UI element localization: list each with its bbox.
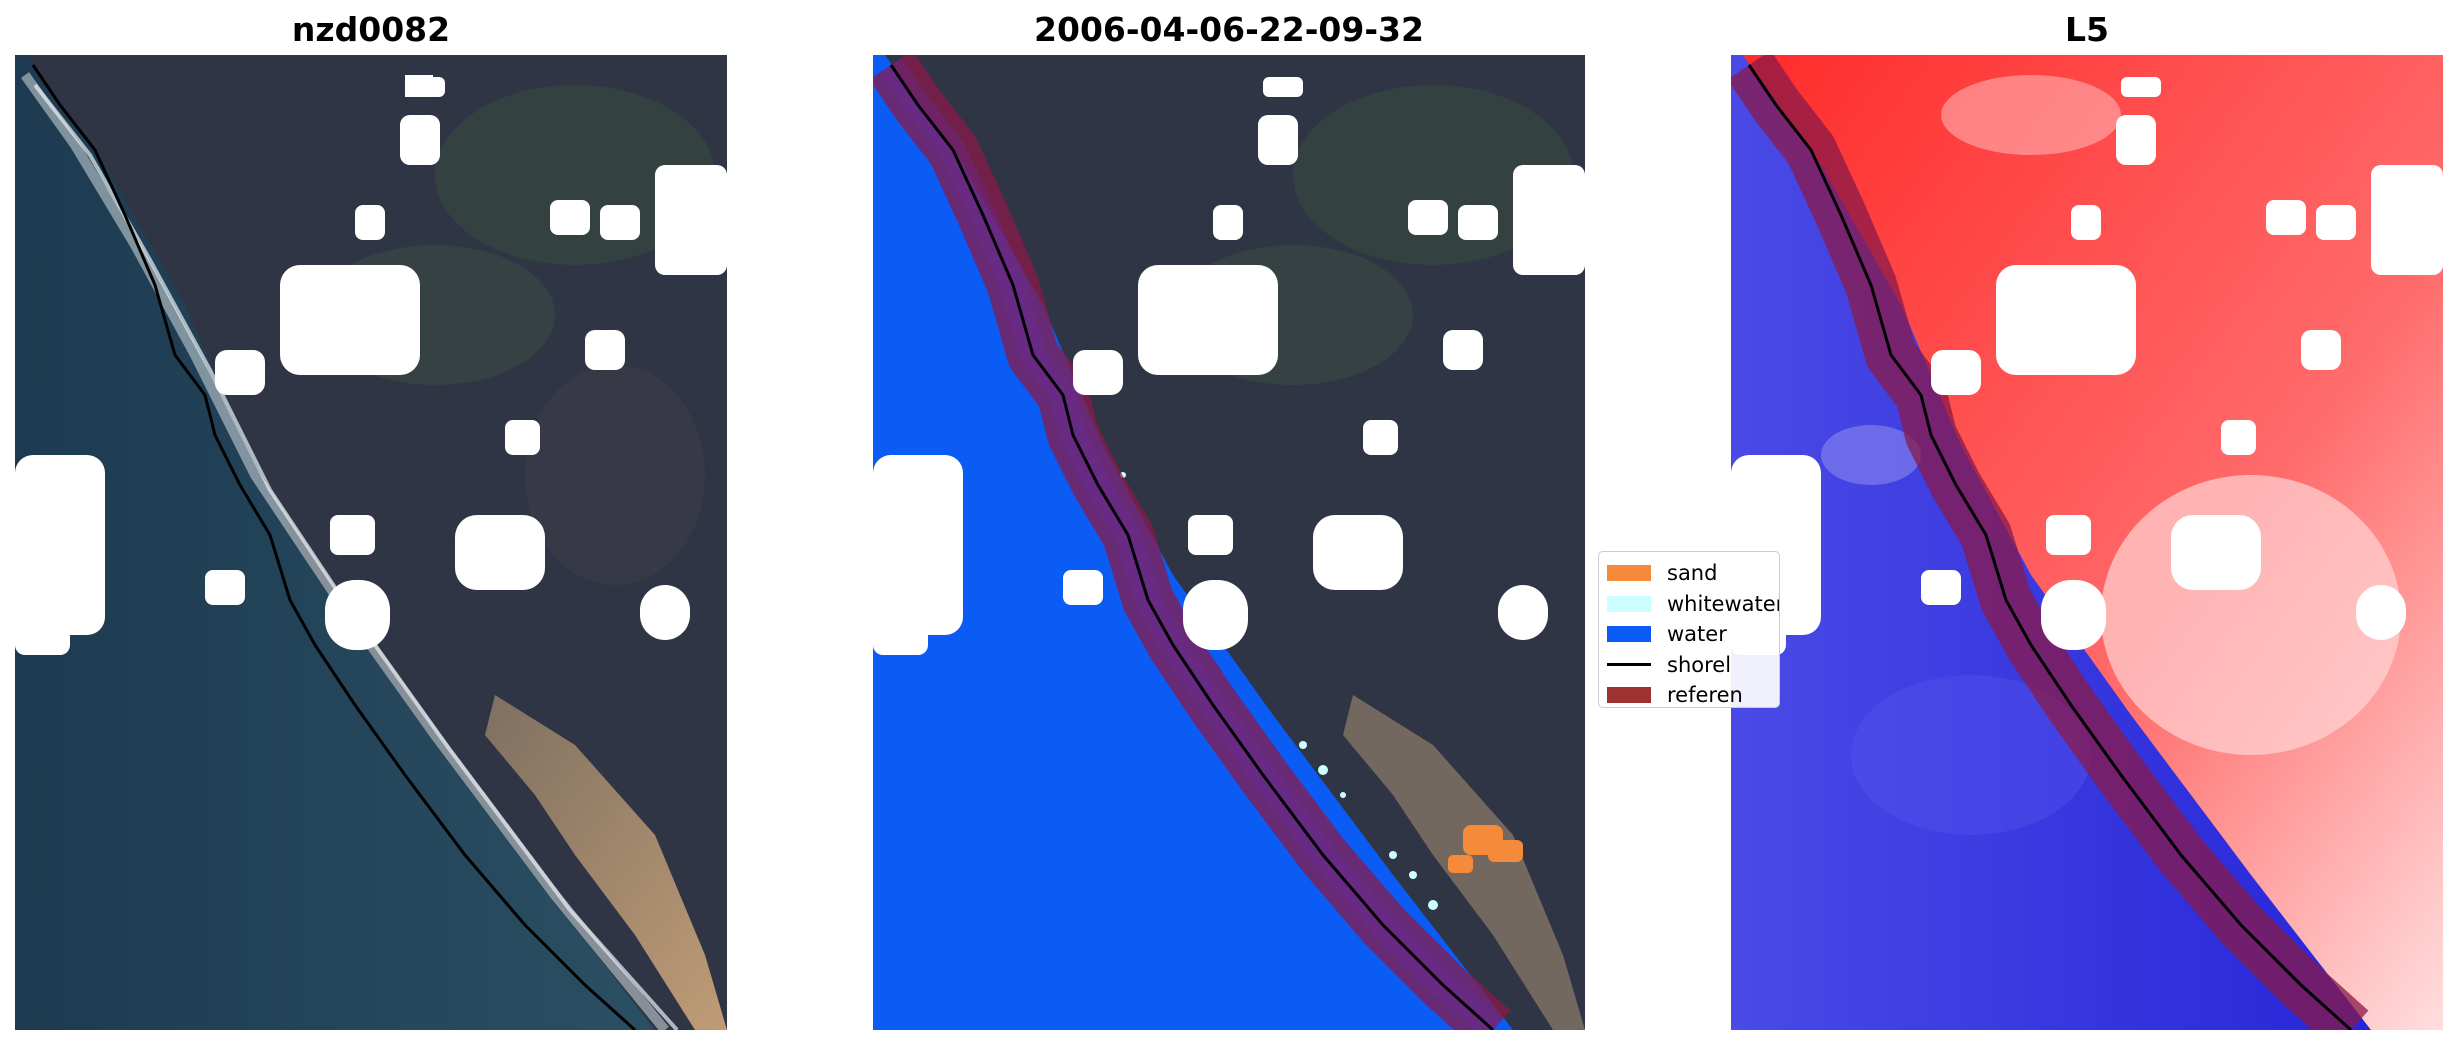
legend-item-whitewater: whitewater (1607, 589, 1779, 620)
legend-item-reference: referen (1607, 680, 1779, 708)
legend-label: whitewater (1667, 591, 1780, 616)
reference-swatch (1607, 687, 1651, 704)
classification-panel (873, 55, 1585, 1030)
classification-image (873, 55, 1585, 1030)
whitewater-swatch (1607, 595, 1651, 612)
rgb-image-panel (15, 55, 727, 1030)
shoreline-swatch (1607, 663, 1651, 667)
shoreline (889, 64, 1495, 1030)
legend-label: shorel (1667, 652, 1732, 677)
sand-swatch (1607, 565, 1651, 582)
rgb-image (15, 55, 727, 1030)
index-panel (1731, 55, 2443, 1030)
legend-label: sand (1667, 561, 1718, 586)
cloud-mask (873, 77, 1585, 655)
sand-dunes (485, 695, 727, 1030)
legend-item-sand: sand (1607, 558, 1779, 589)
shoreline (31, 64, 637, 1030)
legend-item-shoreline: shorel (1607, 650, 1779, 681)
index-image (1731, 55, 2443, 1030)
shoreline (1747, 64, 2353, 1030)
cloud-mask (1731, 77, 2443, 655)
legend: sand whitewater water shorel referen (1598, 551, 1780, 708)
water-swatch (1607, 626, 1651, 643)
legend-label: referen (1667, 683, 1743, 708)
ocean-area (15, 55, 655, 1030)
cloud-mask (15, 75, 727, 655)
panel-title-rgb: nzd0082 (291, 10, 451, 49)
legend-label: water (1667, 622, 1727, 647)
legend-item-water: water (1607, 619, 1779, 650)
sand-class (1448, 825, 1523, 873)
panel-title-classification: 2006-04-06-22-09-32 (1034, 10, 1424, 49)
panel-title-index: L5 (2065, 10, 2109, 49)
